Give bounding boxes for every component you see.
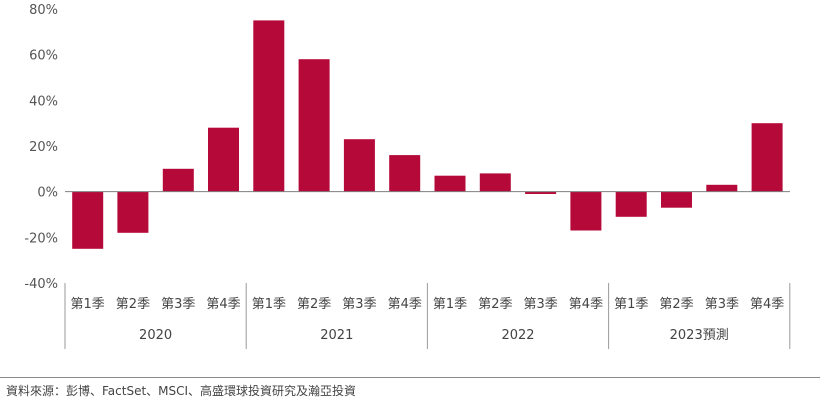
x-tick-label: 第3季 — [705, 297, 739, 312]
x-tick-label: 第2季 — [478, 297, 512, 312]
bar-2021-q2 — [298, 59, 330, 192]
group-label: 2020 — [139, 328, 172, 343]
x-tick-label: 第2季 — [116, 297, 150, 312]
y-tick-label: -40% — [24, 277, 58, 292]
x-tick-label: 第2季 — [297, 297, 331, 312]
x-tick-label: 第4季 — [388, 297, 422, 312]
x-tick-label: 第1季 — [252, 297, 286, 312]
x-tick-label: 第1季 — [71, 297, 105, 312]
bar-2020-q4 — [208, 127, 239, 192]
x-tick-label: 第1季 — [614, 297, 648, 312]
x-tick-label: 第2季 — [659, 297, 693, 312]
source-divider — [0, 377, 820, 378]
bar-2022-q2 — [479, 173, 511, 192]
bar-2022-q4 — [570, 191, 602, 231]
bar-2023預測-q2 — [661, 191, 692, 208]
y-tick-label: 40% — [29, 94, 58, 109]
bars — [65, 20, 790, 249]
y-axis: 80% 60% 40% 20% 0% -20% -40% — [24, 3, 58, 292]
x-tick-label: 第4季 — [750, 297, 784, 312]
x-tick-label: 第3季 — [161, 297, 195, 312]
y-tick-label: 0% — [37, 186, 58, 201]
bar-2023預測-q4 — [751, 123, 783, 192]
x-tick-label: 第4季 — [206, 297, 240, 312]
bar-2021-q3 — [343, 139, 375, 192]
y-tick-label: 20% — [29, 140, 58, 155]
bar-2021-q1 — [253, 20, 285, 192]
bar-2022-q3 — [525, 191, 557, 194]
y-tick-label: 80% — [29, 3, 58, 18]
x-tick-label: 第3季 — [342, 297, 376, 312]
y-tick-label: -20% — [24, 231, 58, 246]
y-tick-label: 60% — [29, 49, 58, 64]
source-note: 資料來源：彭博、FactSet、MSCI、高盛環球投資研究及瀚亞投資 — [6, 384, 357, 398]
group-label: 2023預測 — [670, 328, 729, 343]
bar-2020-q2 — [117, 191, 149, 233]
bar-2023預測-q1 — [615, 191, 647, 217]
x-tick-label: 第4季 — [569, 297, 603, 312]
bar-2020-q1 — [72, 191, 104, 249]
bar-2020-q3 — [162, 168, 194, 192]
x-tick-label: 第3季 — [524, 297, 558, 312]
bar-2022-q1 — [434, 175, 466, 192]
bar-2021-q4 — [389, 155, 421, 192]
x-tick-label: 第1季 — [433, 297, 467, 312]
bar-2023預測-q3 — [706, 184, 738, 192]
group-label: 2021 — [320, 328, 353, 343]
group-label: 2022 — [501, 328, 534, 343]
